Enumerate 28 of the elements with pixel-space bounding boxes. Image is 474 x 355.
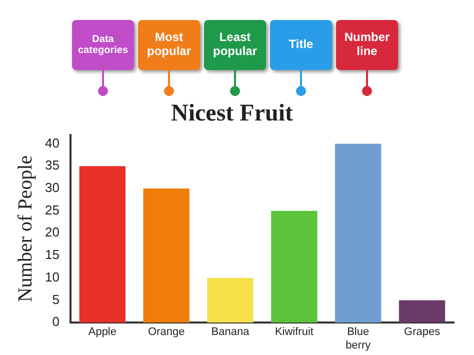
x-tick-label: Apple xyxy=(88,326,116,338)
text: Title xyxy=(270,20,332,70)
bar xyxy=(271,210,318,323)
y-tick-label: 0 xyxy=(52,314,60,330)
y-tick-label: 40 xyxy=(44,135,60,150)
bar xyxy=(207,278,254,323)
bar xyxy=(335,144,382,323)
bar xyxy=(79,166,126,323)
y-tick-label: 5 xyxy=(52,292,60,307)
text: Least popular xyxy=(204,20,266,70)
x-tick-label: Blue berry xyxy=(346,326,372,352)
x-tick-label: Grapes xyxy=(404,326,441,338)
x-tick-label: Orange xyxy=(148,326,185,338)
text: Number line xyxy=(336,20,398,70)
y-axis-title: Number of People xyxy=(14,155,36,302)
x-tick-label: Banana xyxy=(211,326,250,338)
y-tick-label: 20 xyxy=(44,224,60,240)
y-tick-label: 10 xyxy=(44,269,60,284)
text: Data categories xyxy=(72,20,134,70)
text: Most popular xyxy=(138,20,200,70)
y-tick-label: 15 xyxy=(44,247,60,262)
bar xyxy=(398,300,446,323)
y-tick-label: 25 xyxy=(44,202,60,218)
y-tick-label: 35 xyxy=(44,158,60,173)
y-tick-label: 30 xyxy=(44,180,60,196)
chart-title: Nicest Fruit xyxy=(171,100,293,127)
x-tick-label: Kiwifruit xyxy=(274,326,314,338)
bar xyxy=(143,188,190,323)
